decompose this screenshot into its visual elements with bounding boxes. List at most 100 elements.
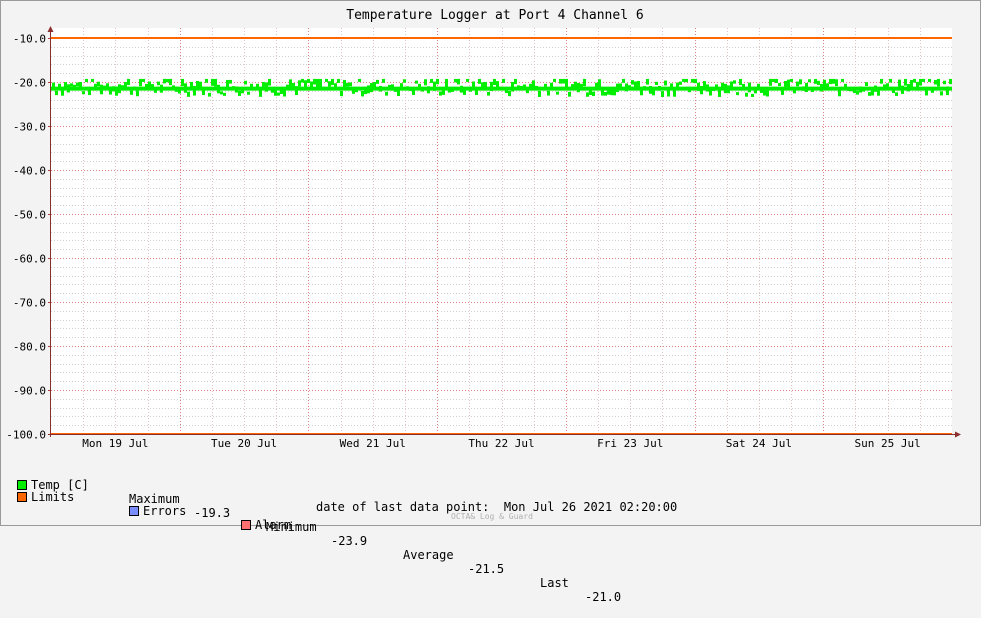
temp-segment (397, 88, 400, 97)
temp-segment (532, 80, 535, 88)
temp-segment (244, 80, 247, 85)
temp-segment (835, 79, 838, 87)
temp-segment (154, 88, 157, 93)
temp-segment (127, 78, 130, 85)
temp-segment (604, 92, 607, 96)
temp-segment (241, 88, 244, 94)
temp-segment (622, 78, 625, 83)
temp-segment (736, 92, 739, 96)
y-tick-label: -90.0 (13, 385, 46, 398)
temp-segment (298, 80, 301, 87)
temp-segment (886, 83, 889, 87)
temp-segment (793, 89, 796, 94)
temp-segment (466, 78, 469, 82)
series-temp (51, 78, 952, 97)
limits-swatch (17, 492, 27, 502)
temp-segment (739, 78, 742, 86)
temp-segment (655, 81, 658, 85)
temp-segment (826, 83, 829, 89)
temp-segment (124, 81, 127, 88)
temp-segment (508, 91, 511, 97)
temp-segment (838, 88, 841, 97)
temp-segment (583, 78, 586, 87)
temp-segment (259, 88, 262, 97)
temp-segment (913, 78, 916, 83)
temp-segment (745, 92, 748, 97)
temp-segment (778, 83, 781, 87)
temp-segment (679, 81, 682, 85)
temp-segment (514, 78, 517, 85)
temp-segment (76, 82, 79, 87)
temp-segment (856, 90, 859, 95)
temp-segment (331, 78, 334, 86)
temp-segment (262, 81, 265, 90)
x-tick-label: Sun 25 Jul (855, 437, 921, 450)
temp-segment (79, 82, 82, 89)
temp-segment (106, 83, 109, 89)
temp-segment (613, 89, 616, 96)
temp-segment (376, 79, 379, 84)
temp-segment (346, 82, 349, 87)
temp-segment (949, 78, 952, 85)
temp-segment (931, 89, 934, 93)
stat-max-label: Maximum (129, 492, 180, 506)
temp-segment (199, 81, 202, 88)
temp-segment (382, 78, 385, 83)
temp-segment (385, 91, 388, 96)
temp-segment (652, 89, 655, 96)
temp-segment (280, 89, 283, 95)
temp-segment (538, 90, 541, 97)
temp-segment (139, 78, 142, 87)
temp-segment (70, 83, 73, 87)
temp-segment (430, 78, 433, 83)
temp-segment (202, 86, 205, 95)
temp-segment (922, 78, 925, 82)
temp-segment (691, 78, 694, 83)
x-tick-label: Wed 21 Jul (340, 437, 406, 450)
temp-segment (895, 92, 898, 96)
temp-segment (550, 82, 553, 91)
temp-segment (319, 78, 322, 87)
temp-segment (358, 78, 361, 82)
temp-segment (412, 87, 415, 95)
temp-segment (463, 87, 466, 95)
temp-segment (433, 81, 436, 91)
temp-segment (82, 91, 85, 95)
temp-segment (493, 78, 496, 86)
stat-last-label: Last (540, 576, 569, 590)
temp-segment (631, 80, 634, 85)
temp-segment (610, 90, 613, 96)
stat-last-value: -21.0 (585, 590, 622, 604)
temp-segment (268, 78, 271, 86)
temp-segment (178, 88, 181, 94)
temp-segment (475, 89, 478, 95)
temp-segment (946, 86, 949, 96)
temp-segment (55, 90, 58, 96)
plot-area (51, 28, 952, 434)
temp-segment (340, 90, 343, 97)
temp-segment (589, 90, 592, 96)
temp-segment (250, 83, 253, 88)
temp-segment (574, 81, 577, 87)
temp-segment (283, 89, 286, 97)
temp-segment (763, 89, 766, 96)
temp-segment (871, 88, 874, 96)
temp-segment (85, 78, 88, 83)
temp-segment (457, 78, 460, 85)
temp-segment (925, 88, 928, 96)
temp-segment (136, 90, 139, 97)
temp-segment (721, 82, 724, 88)
alarm-swatch (241, 520, 251, 530)
temp-segment (274, 86, 277, 96)
x-tick-label: Fri 23 Jul (597, 437, 663, 450)
last-point-value: Mon Jul 26 2021 02:20:00 (503, 500, 678, 514)
temp-segment (52, 82, 55, 90)
temp-segment (88, 89, 91, 96)
temp-segment (775, 78, 778, 83)
temp-segment (187, 91, 190, 97)
temp-segment (784, 80, 787, 89)
temp-segment (790, 78, 793, 82)
temp-segment (853, 89, 856, 94)
temp-segment (352, 87, 355, 94)
temp-segment (637, 80, 640, 90)
